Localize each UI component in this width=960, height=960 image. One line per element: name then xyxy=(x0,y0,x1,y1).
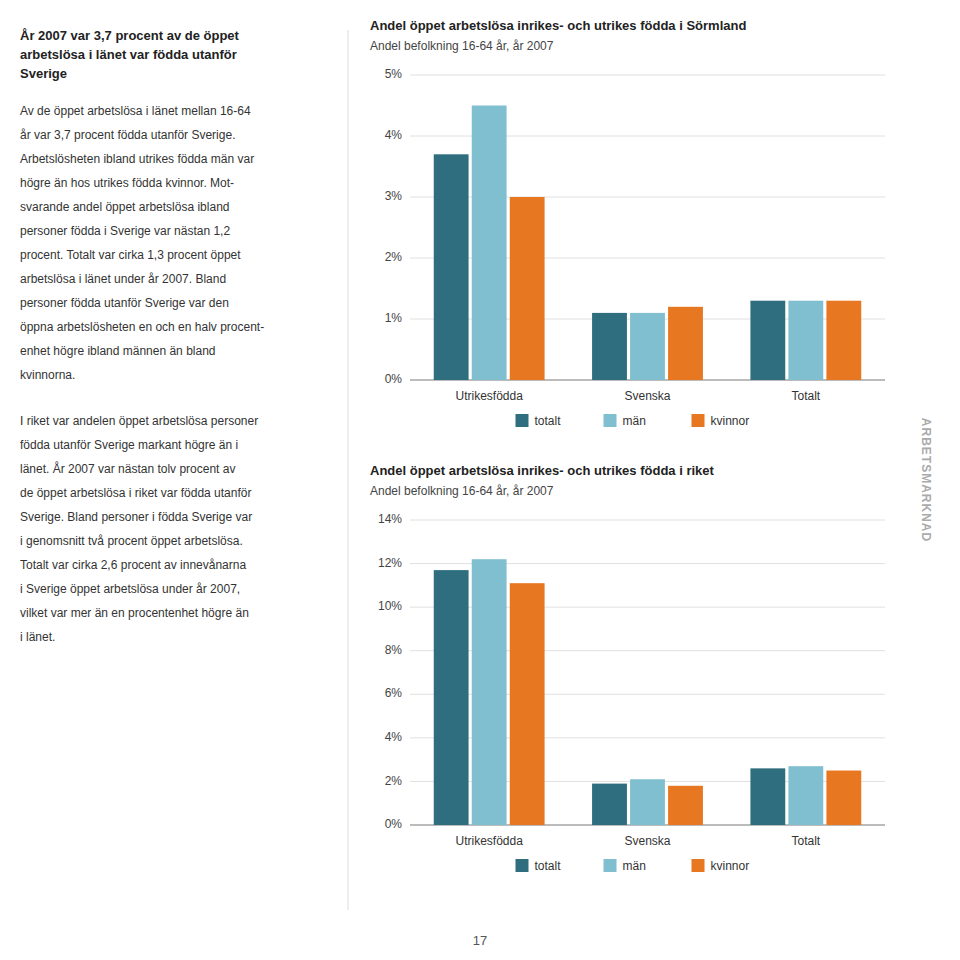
y-tick-label: 4% xyxy=(385,128,403,142)
bar xyxy=(592,313,627,380)
grid-line xyxy=(410,520,885,521)
text-line: Arbetslösheten ibland utrikes födda män … xyxy=(20,152,254,166)
bar xyxy=(434,570,469,825)
text-line: födda utanför Sverige markant högre än i xyxy=(20,438,238,452)
bar xyxy=(510,583,545,825)
bar xyxy=(750,768,785,825)
bar xyxy=(788,301,823,380)
bar xyxy=(472,106,507,381)
bar xyxy=(826,301,861,380)
heading-line: År 2007 var 3,7 procent av de öppet xyxy=(20,28,240,43)
y-tick-label: 14% xyxy=(378,512,402,526)
legend-swatch xyxy=(516,859,529,872)
legend: totalt män kvinnor xyxy=(516,859,750,873)
text-line: arbetslösa i länet under år 2007. Bland xyxy=(20,272,226,286)
heading-line: arbetslösa i länet var födda utanför xyxy=(20,47,237,62)
chart: Andel öppet arbetslösa inrikes- och utri… xyxy=(370,463,885,873)
x-tick-label: Utrikesfödda xyxy=(455,834,523,848)
x-tick-label: Utrikesfödda xyxy=(455,389,523,403)
y-tick-label: 12% xyxy=(378,556,402,570)
text-line: Sverige. Bland personer i födda Sverige … xyxy=(20,510,252,524)
page: År 2007 var 3,7 procent av de öppet arbet… xyxy=(0,0,960,960)
bar xyxy=(668,307,703,380)
text-line: öppna arbetslösheten en och en halv proc… xyxy=(20,320,264,334)
bars xyxy=(434,559,862,825)
x-tick-label: Totalt xyxy=(791,389,820,403)
text-line: de öppet arbetslösa i riket var födda ut… xyxy=(20,486,251,500)
background xyxy=(0,0,960,960)
y-tick-label: 5% xyxy=(385,67,403,81)
bar xyxy=(510,197,545,380)
bars xyxy=(434,106,862,381)
legend-label: män xyxy=(623,414,646,428)
legend-label: kvinnor xyxy=(711,859,750,873)
text-line: i genomsnitt två procent öppet arbetslös… xyxy=(20,534,243,548)
bar xyxy=(668,786,703,825)
x-tick-label: Totalt xyxy=(791,834,820,848)
left-text: År 2007 var 3,7 procent av de öppet arbet… xyxy=(20,28,264,644)
text-line: personer födda utanför Sverige var den xyxy=(20,296,229,310)
y-tick-label: 10% xyxy=(378,599,402,613)
y-tick-label: 2% xyxy=(385,774,403,788)
legend-label: totalt xyxy=(535,859,562,873)
bar xyxy=(592,784,627,825)
heading-line: Sverige xyxy=(20,66,67,81)
text-line: år var 3,7 procent födda utanför Sverige… xyxy=(20,128,235,142)
y-tick-label: 8% xyxy=(385,643,403,657)
text-line: I riket var andelen öppet arbetslösa per… xyxy=(20,414,258,428)
legend-label: kvinnor xyxy=(711,414,750,428)
chart: Andel öppet arbetslösa inrikes- och utri… xyxy=(370,18,885,428)
grid-line xyxy=(410,75,885,76)
legend-swatch xyxy=(604,859,617,872)
text-line: Totalt var cirka 2,6 procent av innevåna… xyxy=(20,558,246,572)
bar xyxy=(630,779,665,825)
separator xyxy=(348,30,349,910)
chart-title: Andel öppet arbetslösa inrikes- och utri… xyxy=(370,18,746,33)
legend-swatch xyxy=(692,859,705,872)
text-line: i Sverige öppet arbetslösa under år 2007… xyxy=(20,582,240,596)
page-number: 17 xyxy=(473,933,487,948)
bar xyxy=(826,771,861,825)
y-tick-label: 6% xyxy=(385,686,403,700)
bar xyxy=(750,301,785,380)
bar xyxy=(788,766,823,825)
y-tick-label: 1% xyxy=(385,311,403,325)
legend: totalt män kvinnor xyxy=(516,414,750,428)
x-tick-label: Svenska xyxy=(624,834,670,848)
text-line: högre än hos utrikes födda kvinnor. Mot- xyxy=(20,176,234,190)
text-line: Av de öppet arbetslösa i länet mellan 16… xyxy=(20,104,251,118)
sidebar-text: ARBETSMARKNAD xyxy=(919,418,933,542)
x-tick-label: Svenska xyxy=(624,389,670,403)
bar xyxy=(630,313,665,380)
text-line: i länet. xyxy=(20,630,55,644)
text-line: kvinnorna. xyxy=(20,368,75,382)
bar xyxy=(472,559,507,825)
legend-swatch xyxy=(604,414,617,427)
legend-swatch xyxy=(692,414,705,427)
chart-subtitle: Andel befolkning 16-64 år, år 2007 xyxy=(370,484,554,498)
text-line: svarande andel öppet arbetslösa ibland xyxy=(20,200,229,214)
legend-label: totalt xyxy=(535,414,562,428)
text-line: personer födda i Sverige var nästan 1,2 xyxy=(20,224,230,238)
y-tick-label: 2% xyxy=(385,250,403,264)
text-line: enhet högre ibland männen än bland xyxy=(20,344,216,358)
bar xyxy=(434,154,469,380)
legend-swatch xyxy=(516,414,529,427)
y-tick-label: 0% xyxy=(385,817,403,831)
text-line: vilket var mer än en procentenhet högre … xyxy=(20,606,249,620)
legend-label: män xyxy=(623,859,646,873)
chart-subtitle: Andel befolkning 16-64 år, år 2007 xyxy=(370,39,554,53)
text-line: länet. År 2007 var nästan tolv procent a… xyxy=(20,461,235,476)
y-tick-label: 4% xyxy=(385,730,403,744)
text-line: procent. Totalt var cirka 1,3 procent öp… xyxy=(20,248,241,262)
chart-title: Andel öppet arbetslösa inrikes- och utri… xyxy=(370,463,715,478)
y-tick-label: 3% xyxy=(385,189,403,203)
y-tick-label: 0% xyxy=(385,372,403,386)
